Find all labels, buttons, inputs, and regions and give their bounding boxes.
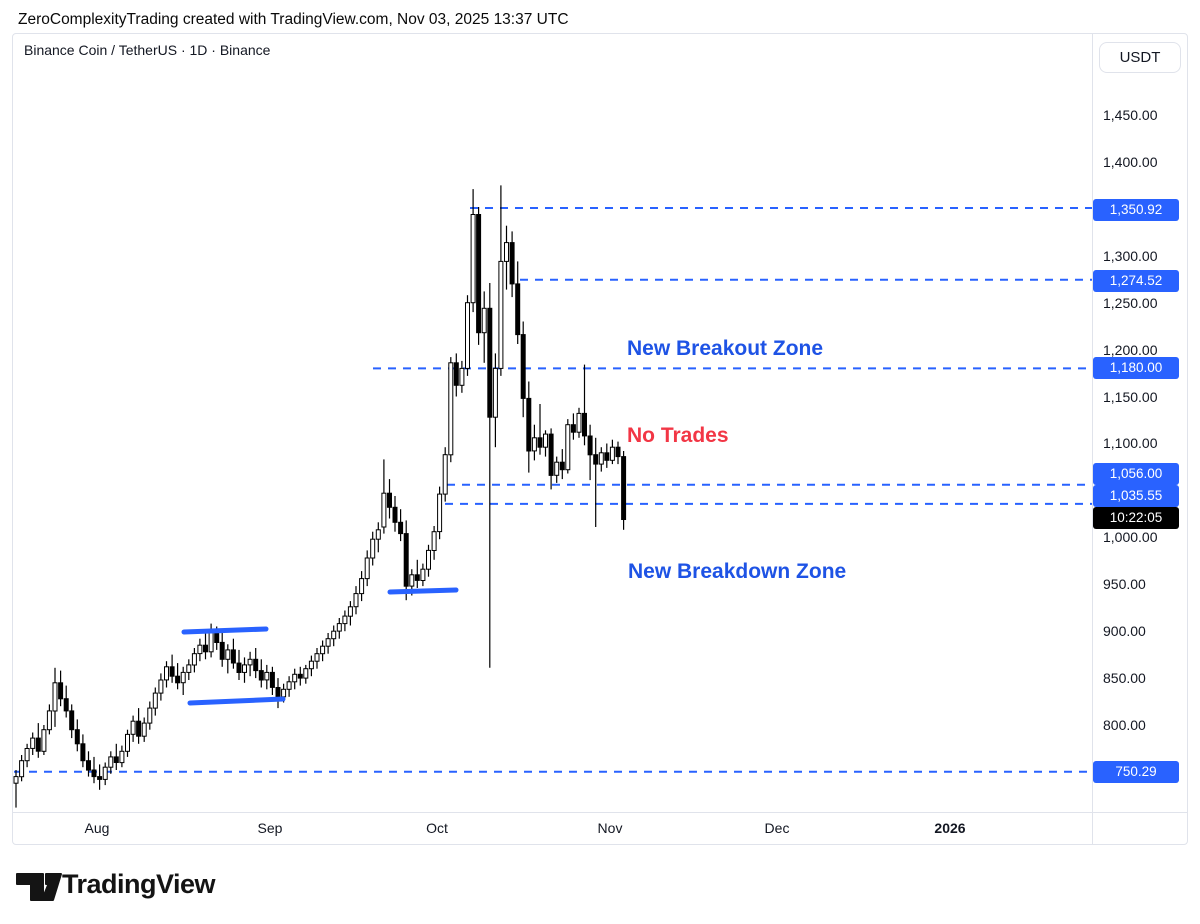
trend-line[interactable] <box>181 626 269 635</box>
time-axis-label: 2026 <box>934 820 966 836</box>
tradingview-logo-icon[interactable] <box>16 867 62 905</box>
drawing-text-annotation: No Trades <box>627 424 729 447</box>
price-axis-label: 1,000.00 <box>1103 529 1158 546</box>
drawing-text-annotation: New Breakdown Zone <box>628 560 847 583</box>
candles <box>13 185 627 808</box>
time-axis-label: Oct <box>426 820 448 836</box>
trend-line[interactable] <box>187 696 286 706</box>
price-axis-label: 950.00 <box>1103 576 1146 593</box>
price-axis-label: 850.00 <box>1103 670 1146 687</box>
time-axis-label: Dec <box>764 820 790 836</box>
price-axis-label: 1,100.00 <box>1103 435 1158 452</box>
price-line-badge: 1,180.00 <box>1093 357 1179 379</box>
trend-line[interactable] <box>387 587 459 595</box>
drawing-text-annotation: New Breakout Zone <box>627 337 824 360</box>
price-line-badge: 750.29 <box>1093 761 1179 783</box>
time-axis-label: Aug <box>84 820 110 836</box>
attribution-text: ZeroComplexityTrading created with Tradi… <box>18 11 569 28</box>
price-axis-label: 1,150.00 <box>1103 388 1158 405</box>
price-axis-label: 1,300.00 <box>1103 247 1158 264</box>
price-axis-label: 800.00 <box>1103 717 1146 733</box>
price-axis-label: 1,400.00 <box>1103 153 1158 170</box>
currency-toggle-button[interactable]: USDT <box>1099 42 1181 73</box>
time-axis-label: Nov <box>597 820 623 836</box>
symbol-legend[interactable]: Binance Coin / TetherUS · 1D · Binance <box>24 42 271 58</box>
price-line-badge: 1,350.92 <box>1093 199 1179 221</box>
price-axis-label: 1,200.00 <box>1103 341 1158 358</box>
price-line-badge: 1,035.55 <box>1093 485 1179 507</box>
time-axis-label: Sep <box>257 820 283 836</box>
price-axis-label: 1,450.00 <box>1103 107 1158 123</box>
price-line-badge: 1,274.52 <box>1093 270 1179 292</box>
price-line-badge: 1,056.00 <box>1093 463 1179 485</box>
price-axis-label: 900.00 <box>1103 623 1146 640</box>
bar-countdown-badge: 10:22:05 <box>1093 507 1179 529</box>
price-axis-label: 1,250.00 <box>1103 294 1158 311</box>
tradingview-logo-text[interactable]: TradingView <box>62 869 216 899</box>
